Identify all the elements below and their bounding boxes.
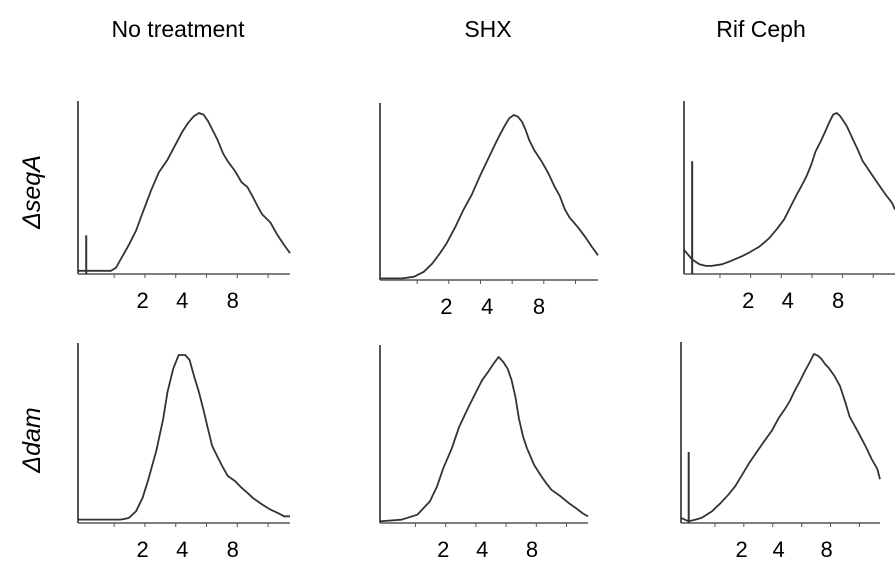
x-tick-label: 4 <box>772 537 784 561</box>
x-tick-label: 2 <box>437 537 449 561</box>
x-tick-label: 2 <box>742 288 754 313</box>
dna-content-histogram <box>379 356 589 523</box>
x-tick-label: 4 <box>782 288 794 313</box>
panel-seqa-shx: 2 4 8 <box>379 103 599 319</box>
panel-dam-rif-ceph: 2 4 8 <box>680 342 881 561</box>
panel-seqa-rif-ceph: 2 4 8 <box>683 101 895 313</box>
x-tick-label: 8 <box>227 288 239 313</box>
column-title-rif-ceph: Rif Ceph <box>716 16 805 42</box>
x-tick-label: 8 <box>227 537 239 561</box>
panel-seqa-no-treatment: 2 4 8 <box>77 101 291 313</box>
dna-content-histogram <box>683 112 895 267</box>
x-tick-label: 8 <box>526 537 538 561</box>
column-title-no-treatment: No treatment <box>112 16 246 42</box>
x-tick-label: 2 <box>440 294 452 319</box>
dna-content-histogram <box>680 353 881 523</box>
x-tick-label: 8 <box>533 294 545 319</box>
x-tick-label: 4 <box>481 294 493 319</box>
dna-content-histogram <box>78 354 290 521</box>
x-tick-label: 4 <box>176 537 188 561</box>
x-tick-label: 2 <box>136 288 148 313</box>
x-tick-label: 8 <box>820 537 832 561</box>
dna-content-histogram <box>78 112 291 272</box>
x-tick-label: 4 <box>476 537 488 561</box>
x-tick-label: 8 <box>832 288 844 313</box>
panel-dam-shx: 2 4 8 <box>379 345 589 561</box>
histogram-panels: 2 4 8 2 4 8 2 4 8 2 4 8 2 4 8 2 4 8 <box>77 101 895 561</box>
row-label-seqa: ΔseqA <box>18 155 46 230</box>
row-label-dam: Δdam <box>18 407 46 473</box>
dna-content-histogram <box>380 114 599 280</box>
column-title-shx: SHX <box>464 16 511 42</box>
x-tick-label: 2 <box>735 537 747 561</box>
panel-dam-no-treatment: 2 4 8 <box>77 343 290 561</box>
x-tick-label: 4 <box>176 288 188 313</box>
x-tick-label: 2 <box>136 537 148 561</box>
